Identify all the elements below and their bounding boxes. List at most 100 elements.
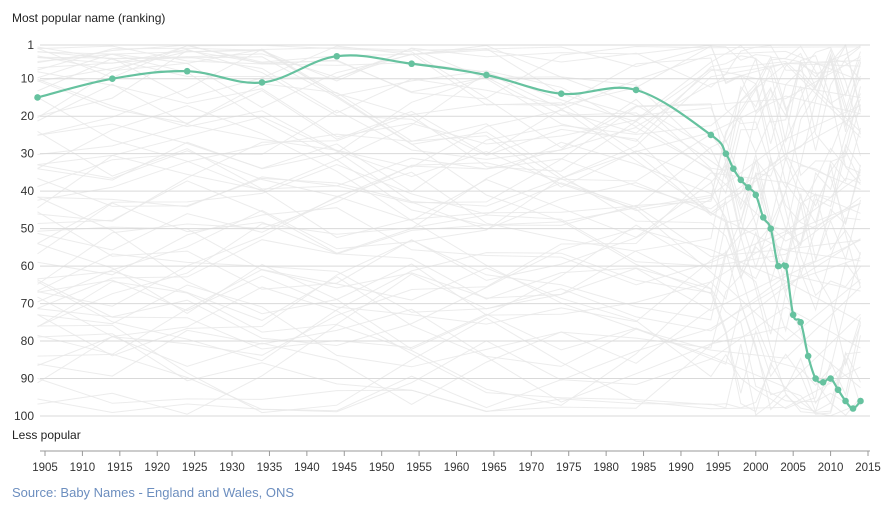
background-line: [37, 202, 861, 413]
data-point[interactable]: [408, 60, 415, 68]
background-line: [37, 47, 861, 295]
background-line: [37, 45, 861, 144]
background-line: [37, 172, 861, 366]
y-tick-label: 100: [14, 409, 34, 423]
background-line: [37, 123, 861, 279]
background-line: [37, 192, 861, 409]
x-tick-label: 1975: [556, 462, 582, 474]
background-line: [37, 83, 861, 280]
data-point[interactable]: [557, 90, 565, 98]
background-line: [37, 239, 861, 333]
data-point[interactable]: [730, 165, 737, 172]
background-line: [37, 317, 861, 414]
background-line: [37, 96, 861, 226]
data-point[interactable]: [632, 86, 640, 94]
background-line: [37, 160, 861, 316]
x-tick-label: 1905: [32, 462, 58, 474]
background-line: [37, 43, 861, 162]
background-line: [37, 53, 861, 284]
background-line: [37, 171, 861, 413]
x-tick-label: 1965: [481, 462, 507, 474]
background-line: [37, 335, 861, 416]
background-line: [37, 45, 861, 244]
background-line: [37, 46, 861, 309]
x-tick-label: 1955: [406, 462, 432, 474]
data-point[interactable]: [804, 352, 812, 360]
background-line: [37, 150, 861, 297]
x-tick-label: 1930: [219, 462, 245, 474]
x-tick-label: 1990: [668, 462, 694, 474]
background-line: [37, 56, 861, 168]
data-point[interactable]: [849, 405, 857, 412]
x-tick-label: 1940: [294, 462, 320, 474]
background-line: [37, 306, 861, 414]
background-line: [37, 98, 861, 285]
background-line: [37, 60, 861, 168]
y-axis-label-bottom: Less popular: [12, 428, 81, 442]
x-tick-label: 2005: [780, 462, 806, 474]
data-point[interactable]: [34, 94, 41, 101]
x-tick-label: 2015: [855, 462, 881, 474]
background-line: [37, 63, 861, 193]
data-point[interactable]: [333, 52, 341, 60]
data-point[interactable]: [812, 375, 819, 382]
y-tick-label: 50: [21, 222, 35, 236]
x-tick-label: 1995: [706, 462, 732, 474]
background-line: [37, 252, 861, 387]
x-tick-label: 1920: [144, 462, 170, 474]
y-tick-label: 40: [21, 184, 35, 198]
data-point[interactable]: [183, 67, 191, 75]
data-point[interactable]: [834, 386, 842, 394]
data-point[interactable]: [842, 397, 849, 405]
data-point[interactable]: [258, 79, 266, 86]
x-tick-label: 1945: [331, 462, 357, 474]
background-line: [37, 44, 861, 119]
data-point[interactable]: [483, 71, 490, 79]
data-point[interactable]: [707, 131, 715, 139]
data-point[interactable]: [737, 176, 745, 184]
y-tick-label: 60: [21, 259, 35, 273]
background-line: [37, 45, 861, 222]
data-point[interactable]: [782, 262, 789, 270]
y-tick-label: 20: [21, 109, 35, 123]
x-tick-label: 1950: [369, 462, 395, 474]
y-tick-label: 10: [21, 72, 35, 86]
background-line: [37, 45, 861, 99]
x-tick-label: 1910: [70, 462, 96, 474]
x-tick-label: 1925: [182, 462, 208, 474]
background-line: [37, 95, 861, 207]
data-point[interactable]: [774, 262, 782, 270]
background-line: [37, 78, 861, 342]
data-point[interactable]: [722, 150, 730, 157]
data-point[interactable]: [827, 375, 834, 382]
background-line: [37, 56, 861, 251]
data-point[interactable]: [759, 214, 767, 221]
y-tick-label: 80: [21, 334, 35, 348]
x-tick-label: 2010: [818, 462, 844, 474]
background-line: [37, 46, 861, 185]
y-tick-label: 1: [27, 38, 34, 52]
background-line: [37, 49, 861, 292]
data-point[interactable]: [819, 378, 827, 386]
data-point[interactable]: [797, 319, 804, 326]
y-axis-label-top: Most popular name (ranking): [12, 11, 165, 25]
data-point[interactable]: [767, 225, 775, 232]
y-tick-label: 30: [21, 147, 35, 161]
background-line: [37, 202, 861, 415]
data-point[interactable]: [857, 397, 864, 405]
data-point[interactable]: [752, 191, 760, 199]
y-axis-ticks: 1 10 20 30 40 50 60 70 80 90 100: [14, 38, 34, 423]
x-tick-label: 2000: [743, 462, 769, 474]
source-link[interactable]: Source: Baby Names - England and Wales, …: [12, 485, 295, 500]
data-point[interactable]: [744, 184, 752, 191]
background-line: [37, 105, 861, 359]
data-point[interactable]: [109, 75, 116, 83]
background-line: [37, 62, 861, 303]
background-line: [37, 174, 861, 286]
x-tick-label: 1980: [593, 462, 619, 474]
data-point[interactable]: [789, 311, 797, 319]
background-line: [37, 45, 861, 183]
x-tick-label: 1970: [519, 462, 545, 474]
background-line: [37, 53, 861, 262]
